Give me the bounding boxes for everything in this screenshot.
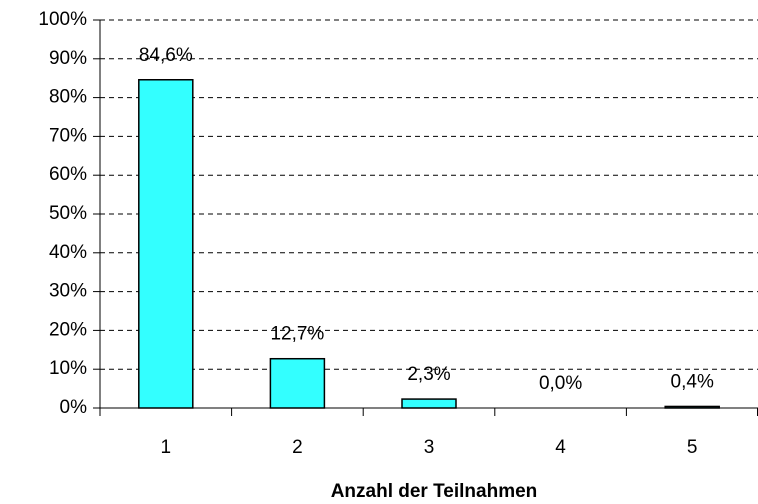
y-tick-label: 70% — [49, 125, 87, 146]
y-tick-label: 50% — [49, 203, 87, 224]
data-label: 0,0% — [539, 373, 582, 394]
y-tick-label: 60% — [49, 164, 87, 185]
data-label: 0,4% — [671, 371, 714, 392]
x-axis-label: Anzahl der Teilnahmen — [331, 481, 538, 502]
y-tick-label: 100% — [38, 9, 87, 30]
x-tick-label: 5 — [687, 437, 698, 458]
y-tick-label: 40% — [49, 242, 87, 263]
y-tick-label: 30% — [49, 281, 87, 302]
x-tick-label: 1 — [161, 437, 172, 458]
y-tick-label: 90% — [49, 48, 87, 69]
bar — [664, 405, 720, 409]
x-tick-label: 2 — [292, 437, 303, 458]
bar — [138, 79, 194, 409]
x-tick-label: 4 — [555, 437, 566, 458]
bar — [269, 357, 326, 409]
data-label: 12,7% — [270, 324, 324, 345]
y-tick-label: 80% — [49, 87, 87, 108]
data-label: 84,6% — [139, 45, 193, 66]
y-tick-label: 20% — [49, 319, 87, 340]
bar — [401, 398, 457, 409]
data-label: 2,3% — [407, 364, 450, 385]
x-tick-label: 3 — [424, 437, 435, 458]
y-tick-label: 10% — [49, 358, 87, 379]
y-tick-label: 0% — [60, 397, 88, 418]
